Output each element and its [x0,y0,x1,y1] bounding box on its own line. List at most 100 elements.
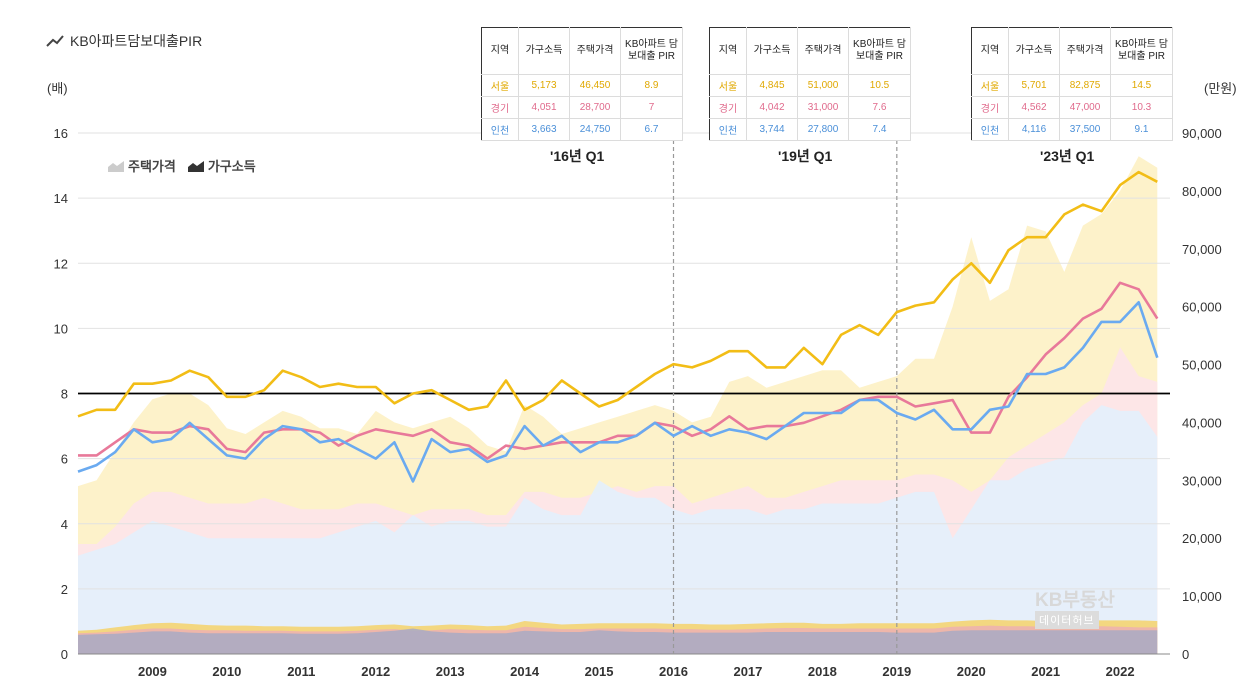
cell-pir: 10.5 [848,74,911,97]
cell-price: 24,750 [569,118,621,141]
header-price: 주택가격 [1059,27,1111,75]
legend-item-price: 주택가격 [108,156,176,175]
cell-pir: 7.6 [848,96,911,119]
y-tick-right: 80,000 [1182,184,1222,199]
cell-pir: 9.1 [1110,118,1173,141]
table-row: 인천 3,663 24,750 6.7 [481,118,683,141]
cell-region: 경기 [481,96,519,119]
y-tick-right: 10,000 [1182,589,1222,604]
header-price: 주택가격 [797,27,849,75]
y-tick-right: 70,000 [1182,242,1222,257]
y-tick-left: 14 [54,191,68,206]
cell-region: 서울 [481,74,519,97]
x-tick: 2018 [808,664,837,679]
table-row: 서울 5,701 82,875 14.5 [971,74,1173,97]
header-pir: KB아파트 담보대출 PIR [620,27,683,75]
cell-region: 서울 [971,74,1009,97]
x-tick: 2009 [138,664,167,679]
cell-income: 4,562 [1008,96,1060,119]
watermark: KB부동산 [1035,590,1115,611]
legend-price-label: 주택가격 [128,159,176,174]
cell-income: 4,116 [1008,118,1060,141]
watermark-sub: 데이터허브 [1035,611,1099,629]
cell-region: 경기 [709,96,747,119]
area-incheon-income [78,628,1158,654]
x-tick: 2012 [361,664,390,679]
y-tick-right: 40,000 [1182,415,1222,430]
table-row: 경기 4,051 28,700 7 [481,96,683,119]
x-tick: 2011 [287,664,315,679]
cell-price: 37,500 [1059,118,1111,141]
cell-region: 인천 [481,118,519,141]
cell-pir: 14.5 [1110,74,1173,97]
header-pir: KB아파트 담보대출 PIR [848,27,911,75]
table-row: 경기 4,562 47,000 10.3 [971,96,1173,119]
x-tick: 2010 [212,664,241,679]
trend-line-icon [46,35,64,47]
cell-income: 3,663 [518,118,570,141]
right-axis-unit: (만원) [1204,81,1237,96]
legend-item-income: 가구소득 [187,156,256,175]
y-tick-left: 16 [54,126,68,141]
axes: 0 2 4 6 8 10 12 14 16 0 10,000 20,000 30,000 40,000 50… [54,126,1222,679]
table-row: 서울 5,173 46,450 8.9 [481,74,683,97]
cell-region: 경기 [971,96,1009,119]
cell-pir: 7.4 [848,118,911,141]
cell-region: 인천 [971,118,1009,141]
period-markers [672,140,898,654]
header-region: 지역 [709,27,747,75]
y-tick-left: 10 [54,321,68,336]
header-income: 가구소득 [746,27,798,75]
info-table-2019: 지역 가구소득 주택가격 KB아파트 담보대출 PIR 서울 4,845 51,… [709,27,911,141]
table-row: 인천 3,744 27,800 7.4 [709,118,911,141]
y-tick-left: 2 [61,582,68,597]
x-tick: 2022 [1106,664,1135,679]
y-tick-left: 6 [61,452,68,467]
series-line-gyeonggi [78,281,1159,460]
y-tick-left: 12 [54,256,68,271]
period-label-2023: '23년 Q1 [1040,148,1095,164]
area-layer [78,156,1158,654]
info-table-2023: 지역 가구소득 주택가격 KB아파트 담보대출 PIR 서울 5,701 82,… [971,27,1173,141]
x-tick: 2019 [882,664,911,679]
x-tick: 2014 [510,664,540,679]
y-tick-right: 0 [1182,647,1189,662]
legend-income-label: 가구소득 [207,159,256,174]
cell-price: 27,800 [797,118,849,141]
area-incheon-price [78,405,1158,654]
pir-lines [77,170,1159,483]
cell-income: 4,051 [518,96,570,119]
y-tick-left: 8 [61,387,68,402]
cell-price: 31,000 [797,96,849,119]
y-tick-right: 60,000 [1182,300,1222,315]
table-row: 서울 4,845 51,000 10.5 [709,74,911,97]
series-line-incheon [77,300,1159,483]
cell-region: 서울 [709,74,747,97]
cell-pir: 8.9 [620,74,683,97]
area-dark-icon [187,160,204,172]
chart-title: KB아파트담보대출PIR [46,31,202,51]
cell-price: 46,450 [569,74,621,97]
header-price: 주택가격 [569,27,621,75]
y-tick-left: 4 [61,517,68,532]
header-pir: KB아파트 담보대출 PIR [1110,27,1173,75]
cell-price: 47,000 [1059,96,1111,119]
header-income: 가구소득 [1008,27,1060,75]
x-tick: 2013 [436,664,465,679]
cell-price: 51,000 [797,74,849,97]
cell-income: 3,744 [746,118,798,141]
cell-pir: 6.7 [620,118,683,141]
chart-title-text: KB아파트담보대출PIR [70,33,203,49]
header-income: 가구소득 [518,27,570,75]
cell-price: 82,875 [1059,74,1111,97]
header-region: 지역 [481,27,519,75]
left-axis-unit: (배) [47,81,68,96]
period-label-2019: '19년 Q1 [778,148,833,164]
x-tick: 2017 [733,664,762,679]
area-light-icon [108,160,124,172]
y-tick-right: 30,000 [1182,473,1222,488]
x-tick: 2015 [585,664,614,679]
series-line-seoul [77,170,1158,418]
table-row: 인천 4,116 37,500 9.1 [971,118,1173,141]
